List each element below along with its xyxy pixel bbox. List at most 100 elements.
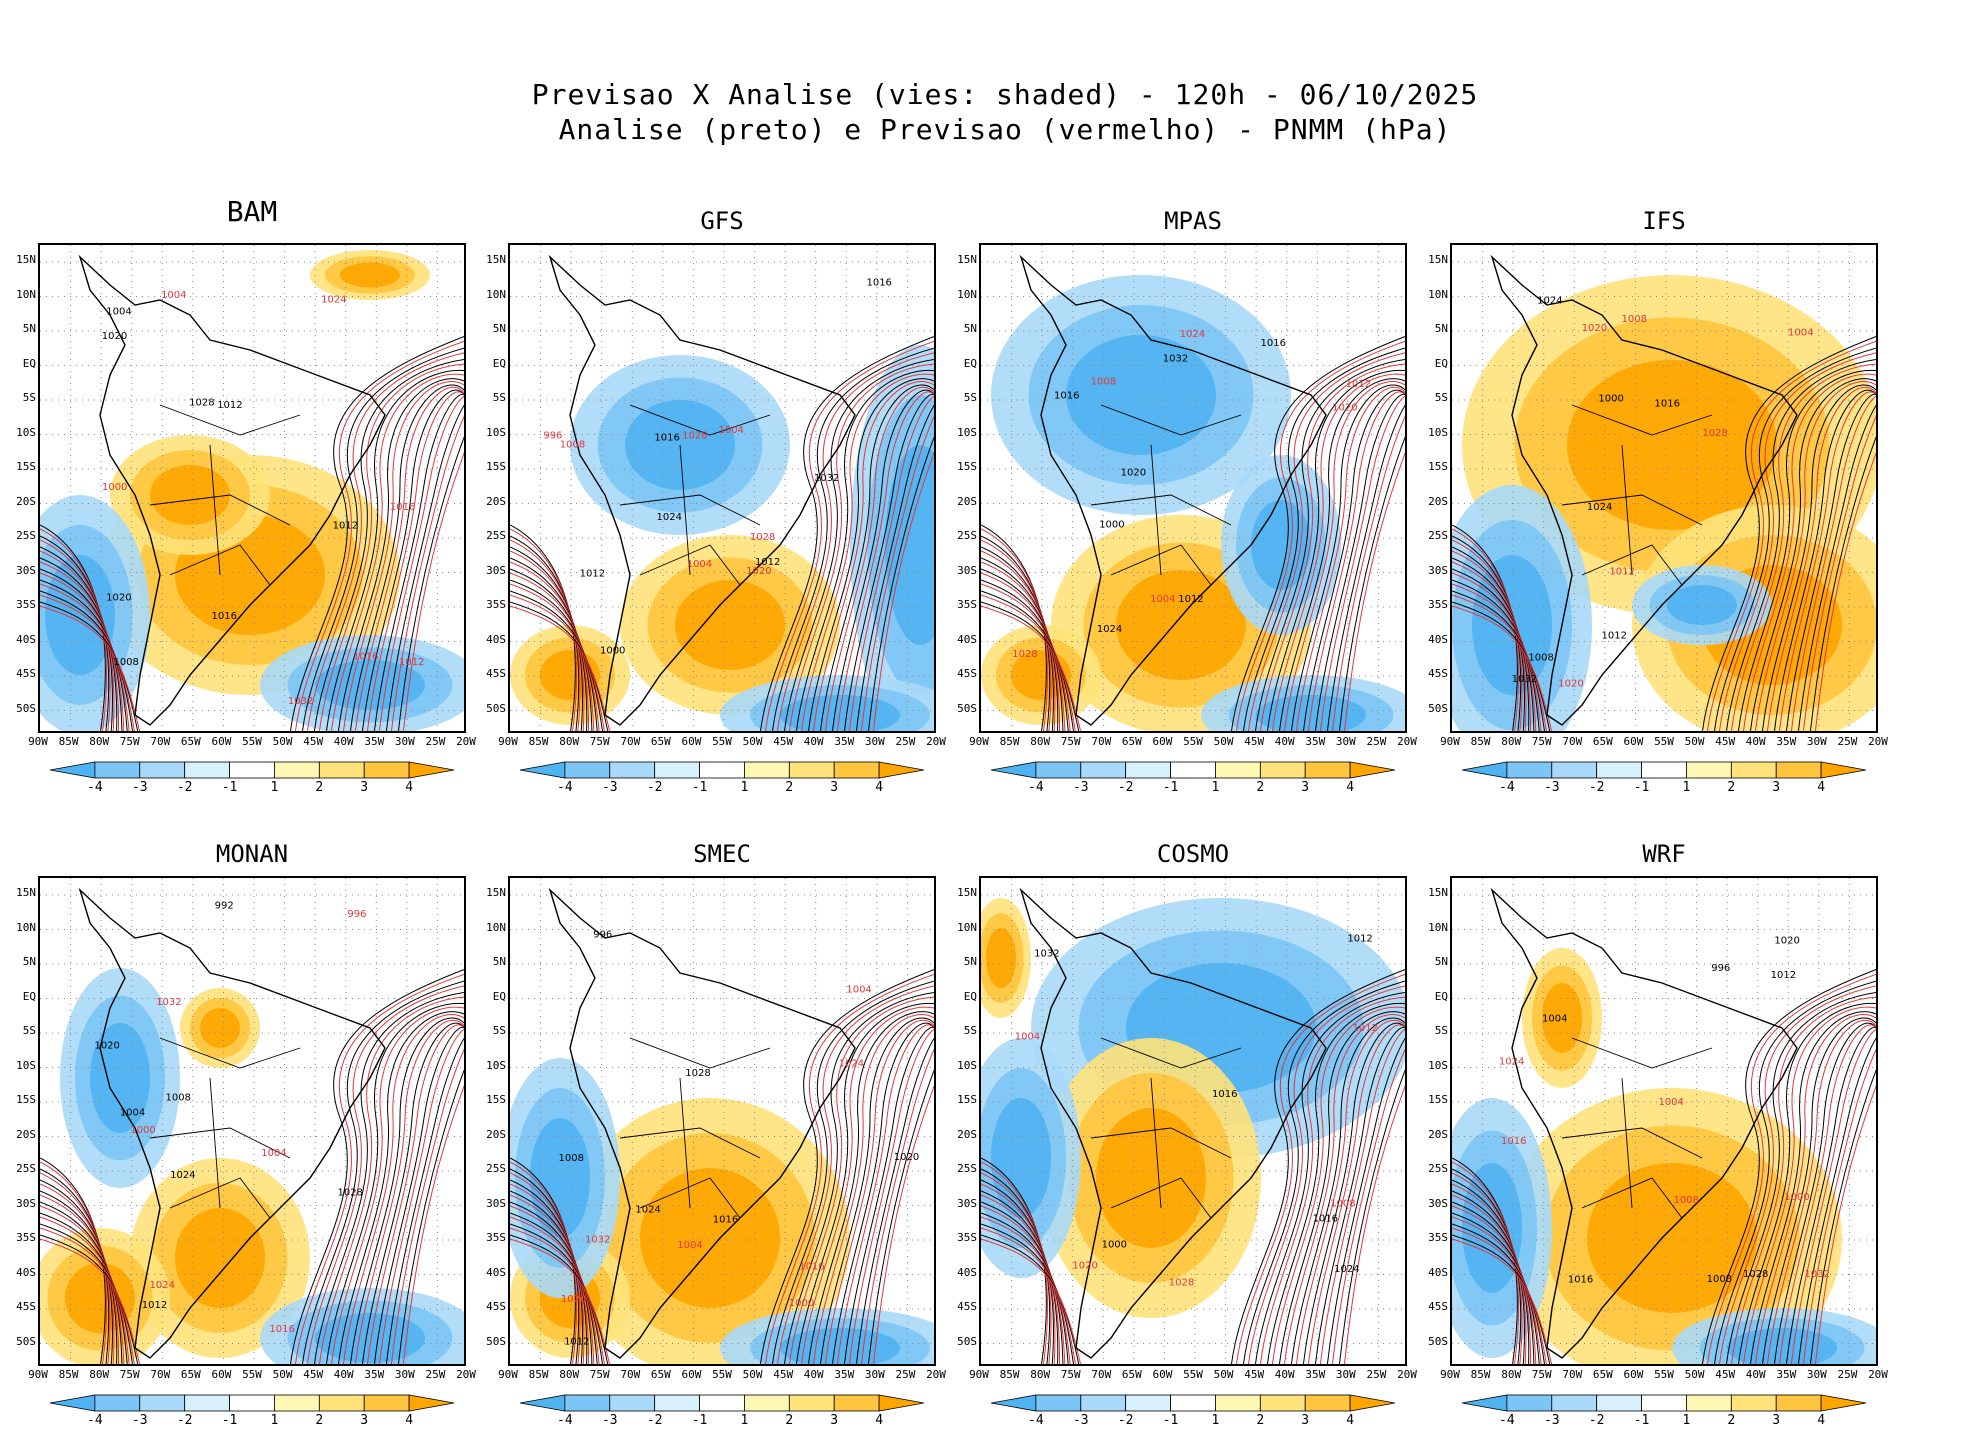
contour-label: 1016 (1568, 1274, 1593, 1285)
lon-tick-label: 70W (150, 735, 171, 748)
lon-tick-label: 65W (180, 1368, 201, 1381)
contour-label: 1012 (1602, 630, 1627, 641)
lat-tick-label: 20S (16, 1127, 36, 1141)
colorbar-segment (833, 761, 880, 779)
forecast-isobar (510, 1205, 595, 1364)
colorbar (50, 761, 454, 779)
lat-tick-label: 25S (957, 529, 977, 542)
contour-label: 1020 (102, 331, 127, 342)
lon-tick-label: 90W (969, 1368, 989, 1381)
lat-tick-label: 10S (1428, 1058, 1448, 1072)
lon-tick-label: 30W (394, 735, 415, 748)
coastline (78, 254, 386, 726)
colorbar-segment (520, 1394, 566, 1412)
lat-tick-label: 30S (16, 1196, 36, 1210)
lat-tick-label: 10S (486, 425, 506, 439)
colorbar-segment (991, 1394, 1037, 1412)
contour-label: 1004 (1658, 1097, 1683, 1108)
analysis-isobar (1314, 393, 1405, 731)
colorbar-label: 1 (1211, 780, 1220, 795)
contour-label: 1020 (1332, 402, 1357, 413)
colorbar-label: -3 (601, 780, 618, 795)
lat-tick-label: 35S (486, 1231, 506, 1244)
lon-tick-label: 25W (1837, 1368, 1858, 1381)
forecast-isobar (40, 550, 115, 731)
forecast-isobar (981, 594, 1076, 731)
lon-tick-label: 55W (1183, 735, 1203, 748)
forecast-isobar (848, 1029, 934, 1364)
lat-tick-label: 40S (16, 1265, 36, 1279)
lon-tick-label: 60W (211, 735, 232, 748)
lon-tick-label: 40W (803, 1368, 824, 1381)
contour-label: 1032 (156, 997, 181, 1008)
lon-tick-label: 75W (119, 735, 140, 748)
forecast-isobar (801, 1006, 934, 1364)
lat-tick-label: 5N (963, 955, 977, 968)
colorbar-segment (1462, 761, 1508, 779)
bias-shade (315, 1313, 425, 1363)
contour-label: 1012 (1347, 933, 1372, 944)
analysis-isobar (796, 1002, 934, 1364)
forecast-isobar (981, 572, 1066, 731)
analysis-isobar (981, 1223, 1074, 1364)
forecast-isobar (1778, 391, 1876, 731)
country-border (1100, 404, 1242, 436)
analysis-isobar (1738, 1002, 1876, 1364)
forecast-isobar (40, 528, 107, 731)
colorbar (520, 1394, 924, 1412)
forecast-isobar (981, 561, 1060, 731)
forecast-isobar (1452, 1183, 1527, 1364)
contour-label: 1032 (288, 696, 313, 707)
lat-tick-label: 50S (1428, 1334, 1448, 1348)
bias-shade (1567, 360, 1777, 530)
contour-label: 1012 (1353, 1023, 1378, 1034)
country-border (629, 404, 771, 436)
forecast-isobar (402, 1085, 464, 1364)
lat-tick-label: 20S (486, 494, 506, 508)
coastline (1490, 887, 1798, 1359)
colorbar-segment (408, 1394, 454, 1412)
contour-label: 1028 (1012, 649, 1037, 660)
colorbar-segment (229, 761, 275, 779)
colorbar-label: 3 (360, 780, 369, 795)
forecast-isobar (777, 352, 934, 731)
forecast-isobar (1331, 1048, 1405, 1364)
contour-label: 1012 (217, 400, 242, 411)
forecast-isobar (40, 605, 141, 731)
analysis-isobar (338, 1011, 464, 1364)
forecast-isobar (40, 1216, 130, 1364)
forecast-isobar (981, 605, 1082, 731)
lat-tick-label: EQ (963, 356, 977, 370)
analysis-isobar (1702, 336, 1876, 731)
colorbar-label: 1 (270, 780, 279, 795)
contour-label: 1028 (189, 398, 214, 409)
analysis-isobar (1452, 601, 1551, 731)
colorbar-label: -2 (176, 1413, 193, 1428)
lat-tick-label: 15S (16, 460, 36, 473)
colorbar-segment (139, 1394, 186, 1412)
colorbar (50, 1394, 454, 1412)
contour-label: 1004 (1150, 594, 1175, 605)
colorbar-label: -1 (221, 780, 238, 795)
country-border (169, 544, 271, 586)
contour-label: 1020 (1121, 467, 1146, 478)
lat-tick-label: 10N (16, 920, 36, 934)
forecast-isobar (378, 1029, 464, 1364)
colorbar-label: -4 (1499, 780, 1515, 795)
colorbar-segment (699, 1394, 745, 1412)
country-border (679, 444, 691, 576)
lon-tick-label: 20W (1868, 735, 1888, 748)
contour-label: 1012 (142, 1300, 167, 1311)
lat-tick-label: 15N (957, 253, 977, 266)
contour-label: 1016 (1054, 390, 1079, 401)
bias-shade (200, 1008, 240, 1048)
forecast-isobar (40, 561, 119, 731)
lat-tick-label: 15S (957, 1093, 977, 1106)
lon-tick-label: 40W (1745, 735, 1766, 748)
colorbar-segment (1035, 761, 1082, 779)
contour-label: 1032 (1512, 674, 1537, 685)
colorbar-segment (229, 1394, 275, 1412)
analysis-isobar (290, 336, 464, 731)
colorbar-label: 1 (1682, 1413, 1691, 1428)
colorbar-segment (1259, 1394, 1306, 1412)
